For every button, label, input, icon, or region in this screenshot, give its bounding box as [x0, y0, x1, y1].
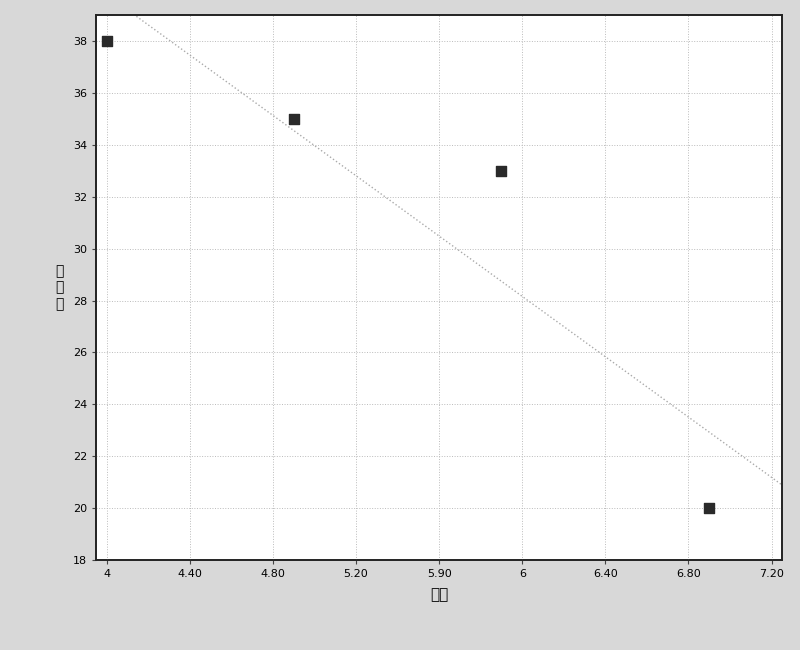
- Point: [287, 114, 300, 124]
- Y-axis label: 循
环
数: 循 环 数: [55, 265, 63, 311]
- Point: [495, 166, 508, 176]
- Point: [100, 36, 113, 46]
- X-axis label: 浓度: 浓度: [430, 588, 448, 603]
- Point: [703, 503, 716, 514]
